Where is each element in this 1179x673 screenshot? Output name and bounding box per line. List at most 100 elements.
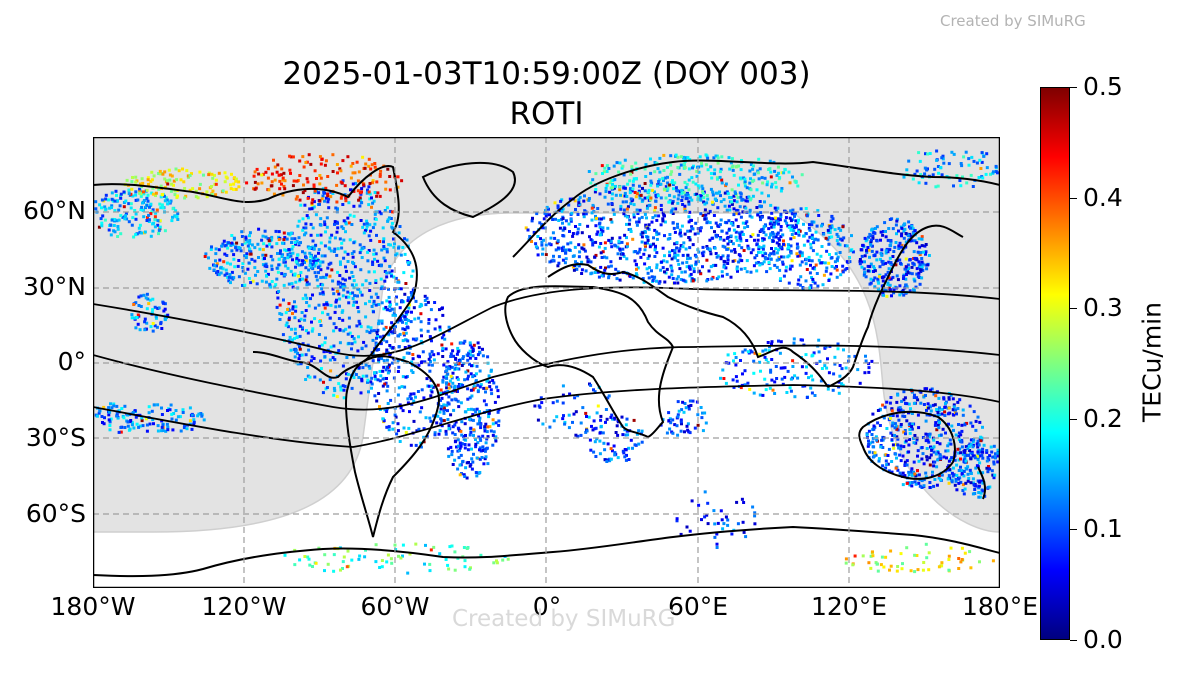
roti-point [272, 158, 275, 162]
roti-point [389, 330, 393, 334]
roti-point [478, 416, 482, 420]
roti-point [644, 163, 648, 167]
roti-point [712, 509, 716, 513]
roti-point [190, 172, 193, 176]
roti-point [226, 275, 230, 279]
roti-point [458, 473, 462, 477]
roti-point [339, 169, 343, 173]
roti-point [312, 183, 316, 187]
roti-point [373, 162, 377, 165]
roti-point [417, 316, 421, 320]
roti-point [690, 227, 694, 231]
roti-point [325, 216, 329, 220]
roti-point [938, 420, 941, 424]
roti-point [460, 420, 464, 424]
roti-point [899, 447, 903, 451]
roti-point [401, 543, 405, 547]
roti-point [386, 553, 390, 557]
roti-point [168, 173, 172, 177]
roti-point [886, 454, 890, 457]
roti-point [154, 194, 157, 197]
roti-point [172, 412, 176, 415]
roti-point [541, 247, 545, 251]
roti-point [643, 248, 647, 252]
roti-point [356, 306, 360, 309]
roti-point [232, 187, 236, 191]
roti-point [686, 257, 689, 261]
roti-point [351, 260, 354, 264]
roti-point [134, 193, 138, 197]
roti-point [322, 350, 326, 354]
roti-point [190, 413, 194, 417]
roti-point [159, 206, 163, 210]
roti-point [587, 198, 591, 202]
roti-point [708, 247, 712, 251]
roti-point [331, 191, 335, 195]
roti-point [939, 457, 943, 461]
roti-point [731, 242, 735, 246]
roti-point [307, 348, 311, 352]
roti-point [735, 267, 739, 271]
roti-point [912, 441, 916, 445]
roti-point [194, 195, 198, 199]
roti-point [386, 218, 390, 222]
roti-point [810, 223, 814, 227]
roti-point [839, 273, 843, 277]
roti-point [881, 464, 885, 468]
roti-point [449, 352, 453, 356]
roti-point [366, 259, 370, 263]
roti-point [540, 243, 544, 247]
roti-point [433, 433, 437, 437]
roti-point [149, 202, 153, 206]
roti-point [621, 449, 625, 453]
roti-point [325, 273, 329, 277]
roti-point [745, 270, 749, 274]
roti-point [403, 346, 407, 349]
roti-point [479, 438, 483, 442]
roti-point [603, 241, 607, 245]
roti-point [257, 227, 261, 231]
roti-point [881, 446, 885, 449]
roti-point [876, 287, 880, 291]
roti-point [285, 237, 289, 241]
roti-point [735, 208, 739, 212]
roti-point [102, 405, 106, 409]
roti-point [333, 220, 337, 224]
roti-point [729, 161, 733, 165]
roti-point [914, 285, 918, 289]
roti-point [244, 254, 248, 257]
roti-point [255, 167, 259, 171]
roti-point [230, 234, 234, 237]
roti-point [484, 455, 488, 459]
roti-point [761, 181, 765, 185]
roti-point [623, 194, 627, 198]
roti-point [473, 385, 477, 389]
roti-point [339, 285, 343, 289]
roti-point [482, 386, 486, 390]
roti-point [904, 257, 908, 261]
roti-point [151, 322, 155, 325]
roti-point [446, 409, 449, 413]
roti-point [377, 358, 381, 362]
roti-point [937, 396, 941, 400]
roti-point [888, 401, 892, 405]
roti-point [676, 225, 680, 229]
roti-point [332, 292, 336, 296]
roti-point [757, 247, 761, 251]
roti-point [303, 203, 307, 207]
roti-point [756, 213, 760, 217]
roti-point [739, 215, 743, 219]
roti-point [130, 187, 134, 191]
roti-point [408, 410, 411, 414]
roti-point [469, 372, 473, 376]
roti-point [902, 277, 905, 280]
roti-point [623, 455, 627, 459]
roti-point [620, 166, 624, 170]
roti-point [398, 440, 402, 443]
roti-point [947, 568, 951, 572]
roti-point [791, 365, 795, 368]
roti-point [619, 204, 623, 208]
roti-point [775, 173, 779, 177]
roti-point [297, 236, 301, 240]
roti-point [976, 445, 980, 449]
